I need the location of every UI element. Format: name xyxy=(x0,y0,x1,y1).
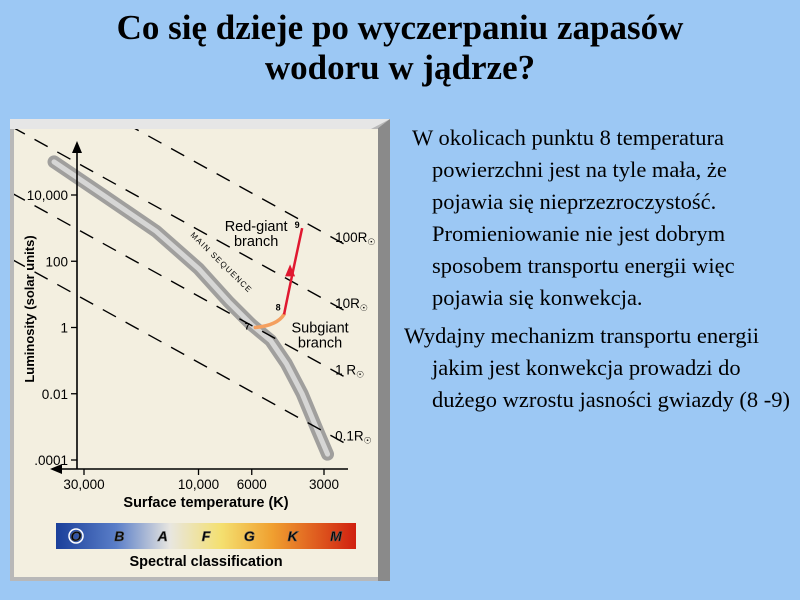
spectral-bar xyxy=(56,523,356,549)
annotation-3: branch xyxy=(298,335,342,351)
spectral-class-K: K xyxy=(288,528,299,544)
radius-label-0: 100R☉ xyxy=(335,230,375,247)
y-tick-label-2: 1 xyxy=(60,321,68,336)
spectral-class-B: B xyxy=(114,528,124,544)
annotation-1: branch xyxy=(234,234,278,250)
spectral-class-G: G xyxy=(244,528,255,544)
hr-diagram-panel: 10,000 100 1 0.01 .0001 30,000 10,000 6000 3000… xyxy=(14,129,378,577)
paragraph-convection-onset: W okolicach punktu 8 temperatura powierz… xyxy=(412,125,735,310)
red-giant-track-arrow xyxy=(285,264,296,277)
track-point-label-9: 9 xyxy=(295,220,300,230)
y-tick-label-4: .0001 xyxy=(34,453,68,468)
red-giant-track xyxy=(282,227,304,315)
track-point-label-7: 7 xyxy=(245,322,250,332)
spectral-class-A: A xyxy=(157,528,168,544)
figure-frame-bevel-top xyxy=(10,119,390,129)
radius-label-2: 1 R☉ xyxy=(335,362,364,379)
subgiant-track xyxy=(253,312,286,330)
radius-label-1: 10R☉ xyxy=(335,296,368,313)
slide-title: Co się dzieje po wyczerpaniu zapasów wod… xyxy=(0,8,800,88)
slide-text: W okolicach punktu 8 temperatura powierz… xyxy=(404,122,794,422)
radius-line-3 xyxy=(14,259,353,448)
spectral-class-F: F xyxy=(202,528,211,544)
track-point-label-8: 8 xyxy=(276,302,281,312)
slide-title-line-2: wodoru w jądrze? xyxy=(264,48,536,87)
hr-diagram-chart: 10,000 100 1 0.01 .0001 30,000 10,000 6000 3000… xyxy=(14,129,375,570)
spectral-class-O: O xyxy=(71,528,82,544)
paragraph-luminosity-increase: Wydajny mechanizm transportu energii jak… xyxy=(404,323,791,412)
x-axis-label: Surface temperature (K) xyxy=(123,495,288,511)
y-axis-arrowhead xyxy=(72,141,82,153)
radius-line-1 xyxy=(14,129,353,316)
x-tick-label-2: 6000 xyxy=(237,477,267,492)
annotation-2: Subgiant xyxy=(291,320,348,336)
slide-title-line-1: Co się dzieje po wyczerpaniu zapasów xyxy=(116,8,684,47)
y-tick-label-3: 0.01 xyxy=(42,387,68,402)
x-tick-label-1: 10,000 xyxy=(178,477,219,492)
y-tick-label-0: 10,000 xyxy=(27,188,68,203)
y-tick-label-1: 100 xyxy=(45,254,68,269)
y-axis-label: Luminosity (solar units) xyxy=(22,235,37,382)
hr-diagram-figure: 10,000 100 1 0.01 .0001 30,000 10,000 6000 3000… xyxy=(10,119,390,581)
figure-frame-bevel-right xyxy=(378,119,390,581)
radius-line-0 xyxy=(134,129,353,249)
annotation-0: Red-giant xyxy=(225,219,288,235)
spectral-class-M: M xyxy=(330,528,342,544)
x-axis-arrowhead xyxy=(50,464,62,474)
x-tick-label-3: 3000 xyxy=(309,477,339,492)
spectral-classification-label: Spectral classification xyxy=(129,554,282,570)
x-tick-label-0: 30,000 xyxy=(63,477,104,492)
spectral-class-marker-O xyxy=(68,528,84,544)
radius-line-2 xyxy=(14,193,353,382)
radius-label-3: 0.1R☉ xyxy=(335,429,372,446)
